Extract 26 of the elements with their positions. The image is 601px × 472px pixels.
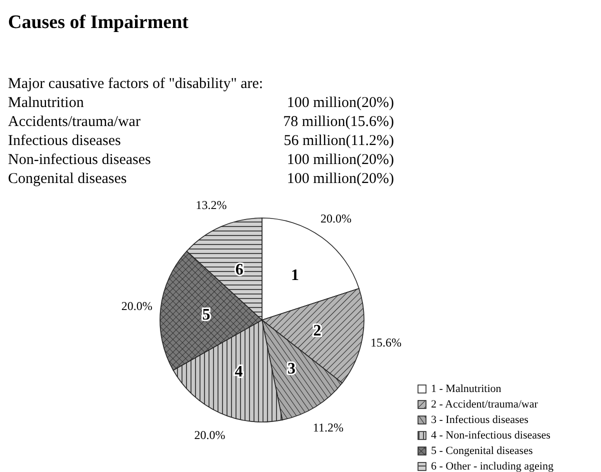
text: 78 million(15.6%) (283, 114, 394, 130)
legend-label: 2 - Accident/trauma/war (431, 398, 538, 410)
text: Infectious diseases (8, 133, 122, 149)
text: Accidents/trauma/war (8, 114, 140, 130)
text: 1 (290, 267, 299, 284)
text: Non-infectious diseases (8, 152, 152, 168)
legend-label: 5 - Congenital diseases (431, 445, 533, 457)
chart-subtitle: Major causative factors of "disability" are: (8, 76, 264, 92)
data-label: 20.0% (121, 298, 152, 313)
chart-title: Causes of Impairment (8, 12, 190, 33)
text: Malnutrition (8, 95, 84, 111)
legend-label: 3 - Infectious diseases (431, 414, 528, 426)
legend-label: 4 - Non-infectious diseases (431, 430, 550, 442)
data-label: 15.6% (370, 335, 402, 350)
text: 100 million(20%) (286, 95, 394, 111)
data-label: 20.0% (194, 428, 226, 442)
text: 100 million(20%) (286, 152, 394, 168)
text: 5 (202, 306, 210, 324)
legend-label: 1 - Malnutrition (431, 383, 502, 395)
text: 100 million(20%) (286, 171, 394, 187)
text: 56 million(11.2%) (284, 133, 394, 149)
text: Congenital diseases (8, 171, 127, 187)
data-label: 20.0% (320, 211, 352, 226)
legend-label: 6 - Other - including ageing (431, 460, 554, 472)
data-label: 11.2% (312, 420, 344, 434)
data-label: 13.2% (196, 198, 227, 212)
